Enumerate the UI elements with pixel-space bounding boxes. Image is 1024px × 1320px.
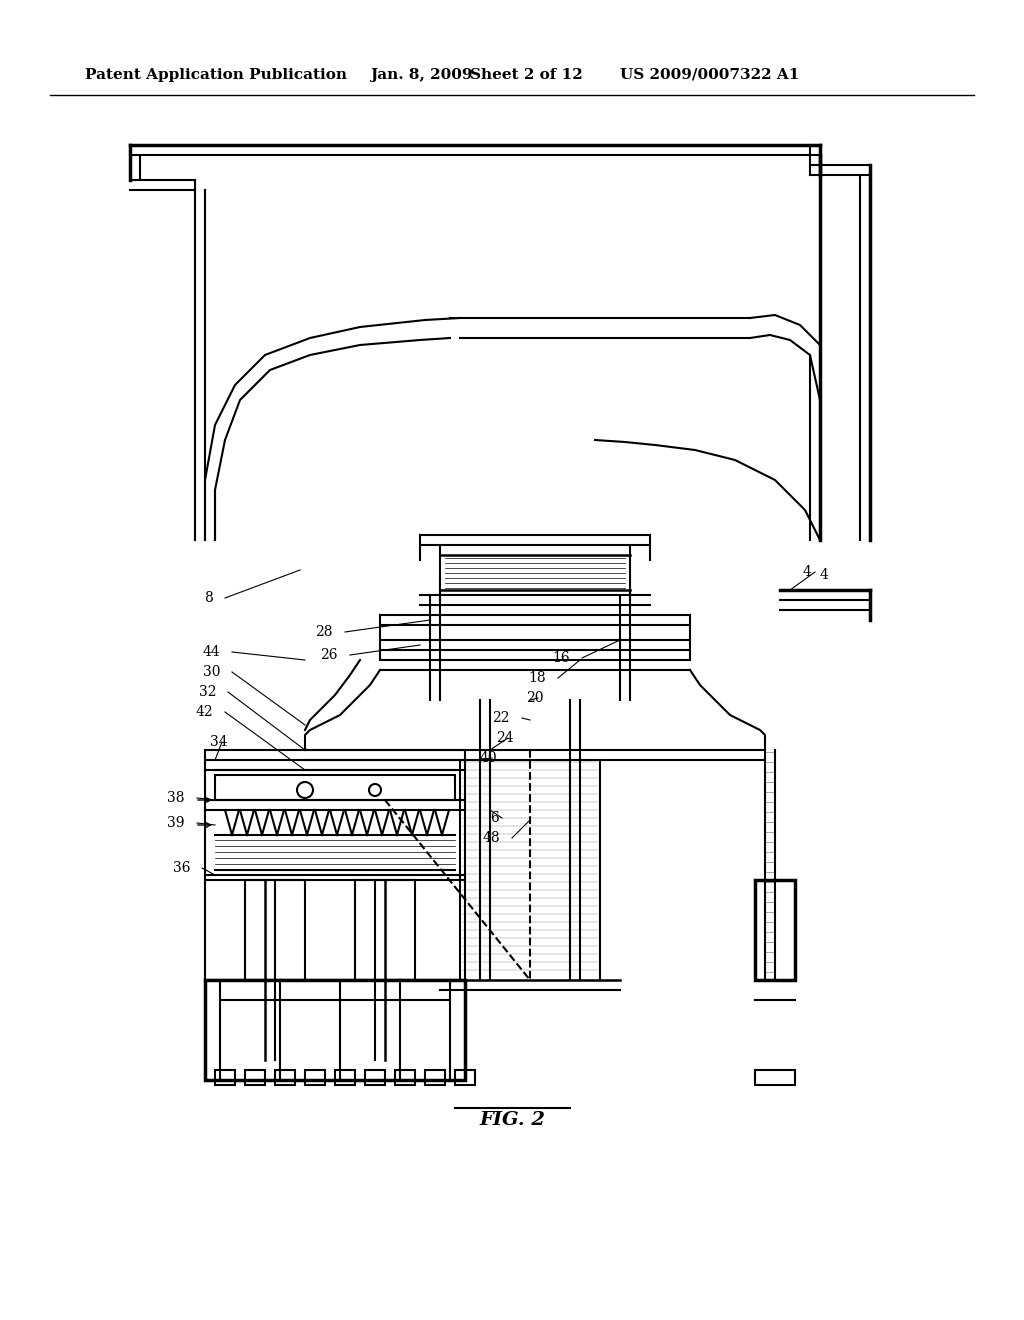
Text: Sheet 2 of 12: Sheet 2 of 12: [470, 69, 583, 82]
Text: 6: 6: [490, 810, 499, 825]
Text: 34: 34: [210, 735, 227, 748]
Text: 36: 36: [172, 861, 190, 875]
Text: 28: 28: [315, 624, 333, 639]
Text: 26: 26: [321, 648, 338, 663]
Text: FIG. 2: FIG. 2: [479, 1111, 545, 1129]
Bar: [425, 1071, 445, 1085]
Bar: [215, 1071, 234, 1085]
Text: 18: 18: [528, 671, 546, 685]
Bar: [205, 979, 465, 1080]
Bar: [245, 880, 305, 979]
Bar: [395, 1071, 415, 1085]
Text: 48: 48: [482, 832, 500, 845]
Text: 44: 44: [203, 645, 220, 659]
Text: 39: 39: [168, 816, 185, 830]
Text: 42: 42: [196, 705, 213, 719]
Text: US 2009/0007322 A1: US 2009/0007322 A1: [620, 69, 800, 82]
Text: 40: 40: [480, 751, 498, 766]
Text: Patent Application Publication: Patent Application Publication: [85, 69, 347, 82]
Text: 4: 4: [803, 565, 812, 579]
Bar: [335, 1071, 355, 1085]
Text: 32: 32: [199, 685, 216, 700]
Bar: [455, 1071, 475, 1085]
Text: 38: 38: [168, 791, 185, 805]
Bar: [275, 1071, 295, 1085]
Text: 16: 16: [552, 651, 570, 665]
Bar: [755, 1071, 795, 1085]
Text: Jan. 8, 2009: Jan. 8, 2009: [370, 69, 472, 82]
Bar: [365, 1071, 385, 1085]
Bar: [755, 880, 795, 979]
Bar: [245, 1071, 265, 1085]
Bar: [305, 1071, 325, 1085]
Text: 22: 22: [493, 711, 510, 725]
Text: 24: 24: [496, 731, 514, 744]
Bar: [205, 750, 465, 979]
Bar: [355, 880, 415, 979]
Text: 20: 20: [526, 690, 544, 705]
Text: 4: 4: [820, 568, 828, 582]
Text: 8: 8: [204, 591, 213, 605]
Bar: [215, 775, 455, 800]
Text: 30: 30: [203, 665, 220, 678]
